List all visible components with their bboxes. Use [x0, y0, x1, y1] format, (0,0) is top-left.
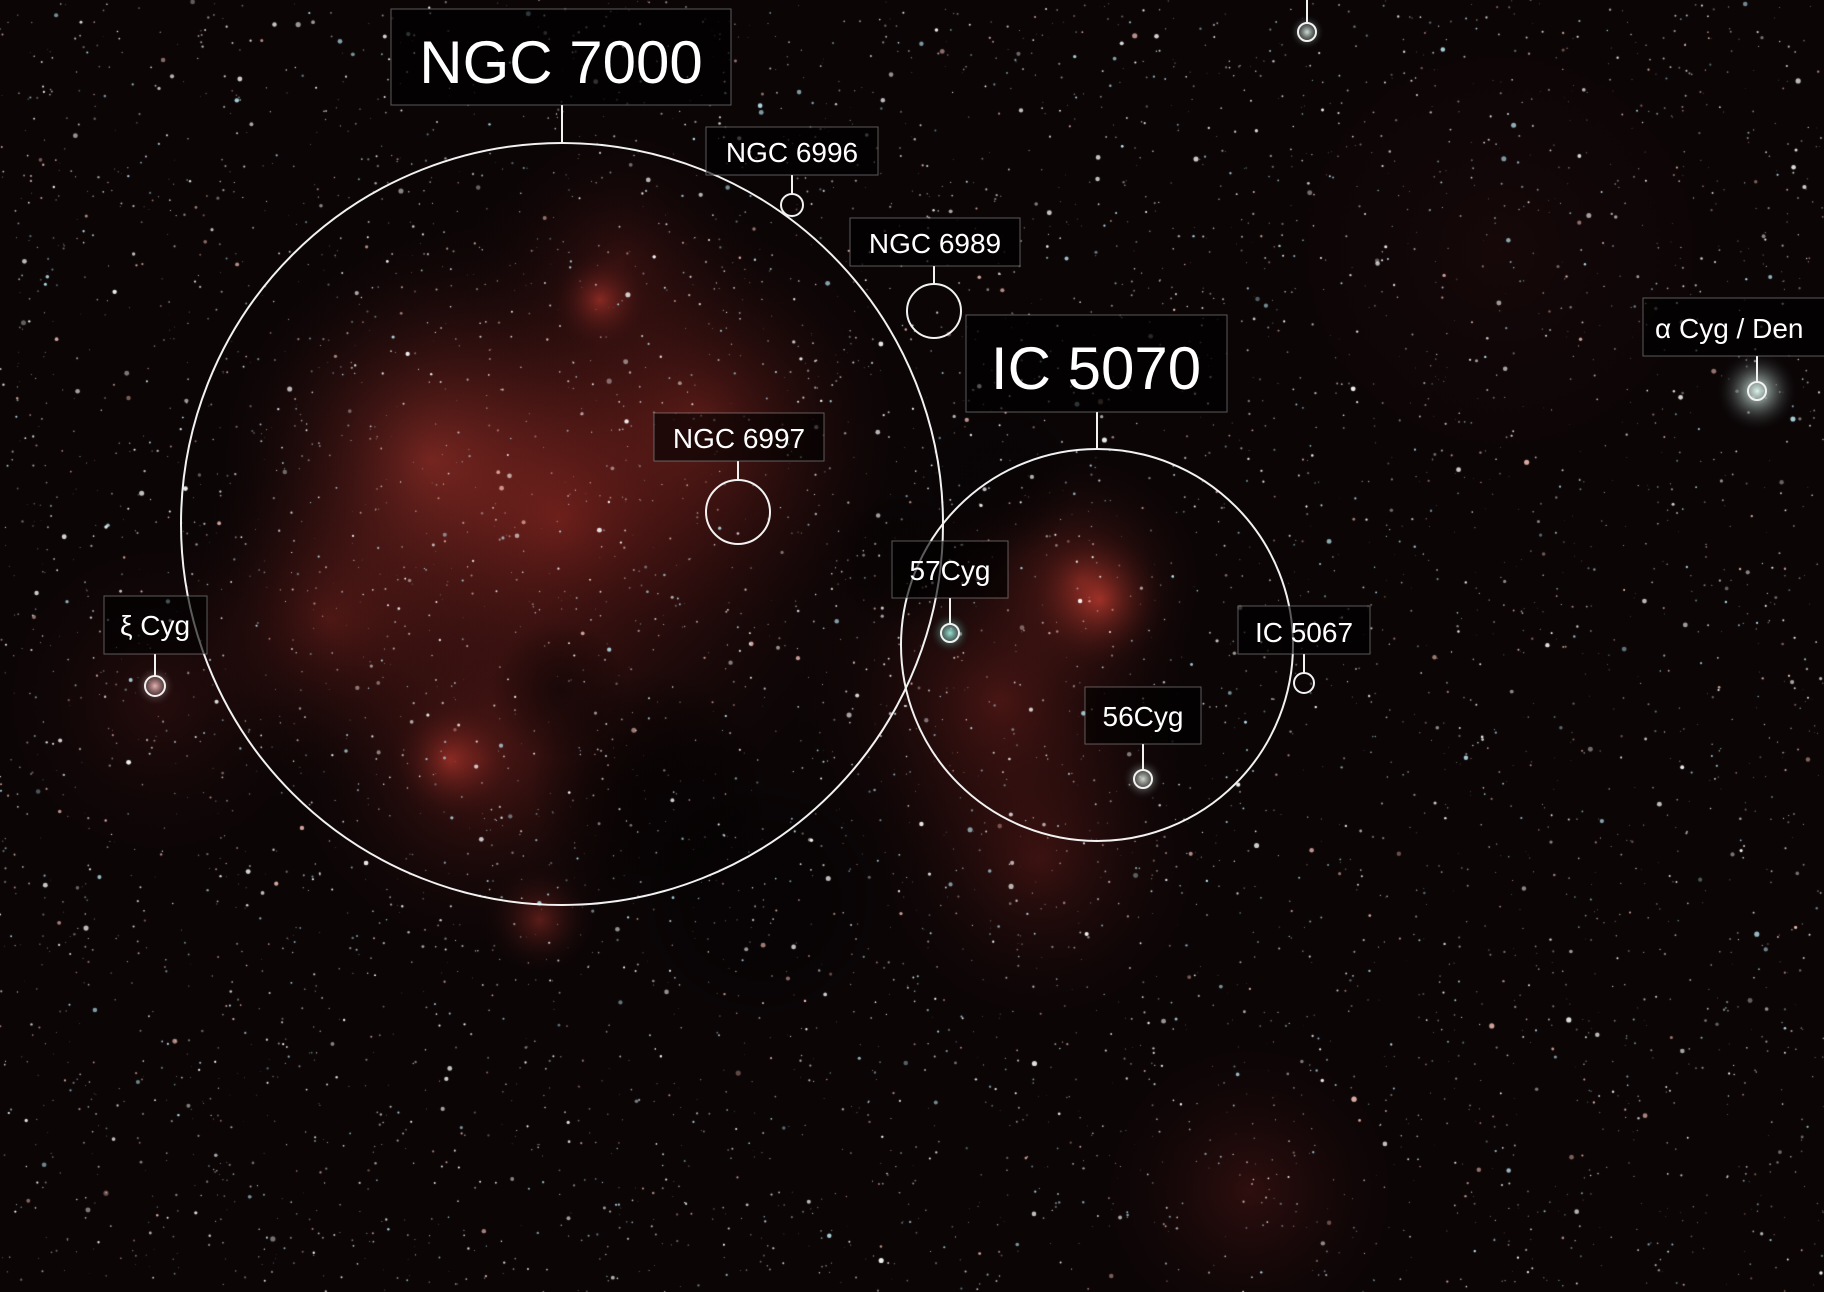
object-ngc6989: NGC 6989 — [849, 217, 1021, 339]
ngc6997-label-box — [653, 412, 825, 462]
ngc7000-circle — [180, 142, 944, 906]
ngc7000-label: NGC 7000 — [419, 29, 702, 96]
ngc6989-marker — [906, 283, 962, 339]
object-ngc6996: NGC 6996 — [705, 126, 879, 217]
star-56cyg: 56Cyg — [1084, 686, 1202, 789]
xi-cyg-label-box — [103, 595, 208, 655]
ngc6997-marker — [705, 479, 771, 545]
56cyg-label-box — [1084, 686, 1202, 745]
ic5070-circle — [900, 448, 1294, 842]
xi-cyg-marker — [144, 675, 166, 697]
ngc6997-label: NGC 6997 — [673, 423, 805, 454]
object-ngc6997: NGC 6997 — [653, 412, 825, 545]
ic5067-label-box — [1237, 605, 1371, 655]
object-ic5067: IC 5067 — [1237, 605, 1371, 694]
top-star-marker — [1297, 22, 1317, 42]
ic5067-marker — [1293, 672, 1315, 694]
57cyg-marker — [940, 623, 960, 643]
deneb-marker — [1747, 381, 1767, 401]
star-57cyg: 57Cyg — [891, 540, 1009, 643]
ngc6996-label-box — [705, 126, 879, 176]
ngc6996-marker — [780, 193, 804, 217]
ngc6989-label: NGC 6989 — [869, 228, 1001, 259]
57cyg-label: 57Cyg — [910, 555, 991, 586]
deneb-label-box — [1642, 297, 1824, 357]
ic5070-label-box — [965, 314, 1228, 413]
ngc6989-label-box — [849, 217, 1021, 267]
ic5067-label: IC 5067 — [1255, 617, 1353, 648]
object-ngc7000: NGC 7000 — [180, 8, 944, 906]
star-deneb: α Cyg / Den — [1642, 297, 1824, 401]
ngc7000-label-box — [390, 8, 732, 106]
star-unlabeled-top — [1297, 0, 1317, 42]
deneb-label: α Cyg / Den — [1655, 313, 1803, 344]
ic5070-label: IC 5070 — [991, 335, 1201, 402]
56cyg-label: 56Cyg — [1103, 701, 1184, 732]
57cyg-label-box — [891, 540, 1009, 599]
object-ic5070: IC 5070 — [900, 314, 1294, 842]
star-xi-cyg: ξ Cyg — [103, 595, 208, 697]
xi-cyg-label: ξ Cyg — [120, 610, 190, 641]
ngc6996-label: NGC 6996 — [726, 137, 858, 168]
56cyg-marker — [1133, 769, 1153, 789]
